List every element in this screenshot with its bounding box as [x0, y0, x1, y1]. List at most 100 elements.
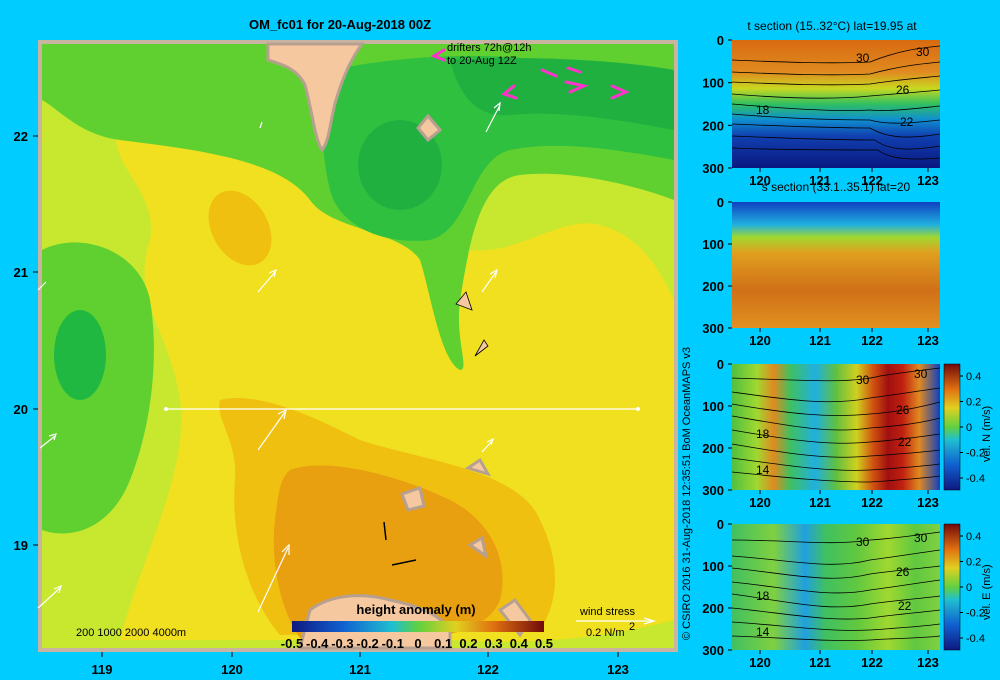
section-velocity-north: 30 30 26 22 18 14 120 121 122 123 0 100 200 300… [702, 357, 993, 510]
section-t-contours [731, 45, 941, 160]
colorbar-label: 0.1 [434, 636, 452, 651]
section-vn-contour-label: 22 [898, 435, 912, 449]
map-y-axis: 22 21 20 19 [14, 129, 38, 553]
colorbar-label: -0.5 [281, 636, 303, 651]
colorbar-tick-label: -0.2 [966, 608, 985, 620]
section-y-tick-label: 100 [702, 559, 724, 574]
wind-arrow-head [493, 101, 501, 112]
section-x-tick-label: 121 [809, 655, 831, 670]
section-x-tick-label: 123 [917, 495, 939, 510]
map-x-tick-label: 119 [92, 662, 113, 677]
section-ve-contour-label: 30 [856, 535, 870, 549]
drifter-track [610, 84, 630, 100]
wind-arrow [257, 271, 276, 293]
wind-stress-title: wind stress [579, 606, 636, 618]
section-x-tick-label: 121 [809, 333, 831, 348]
drifter-track [430, 48, 446, 62]
section-y-tick-label: 0 [717, 517, 724, 532]
drifters-label-line1: drifters 72h@12h [447, 42, 532, 54]
section-x-tick-label: 122 [861, 655, 883, 670]
section-vn-contour-label: 30 [914, 367, 928, 381]
contour-line [731, 103, 941, 111]
section-y-tick-label: 100 [702, 399, 724, 414]
land-taiwan-tip [266, 42, 365, 153]
section-t-contour-label: 30 [916, 45, 930, 59]
section-s-plot [732, 202, 940, 328]
section-x-tick-label: 120 [749, 333, 771, 348]
section-vn-contour-label: 30 [856, 373, 870, 387]
land-island-1 [416, 113, 443, 143]
contour-line [731, 45, 941, 64]
section-ve-colorbar-label: vel. E (m/s) [981, 564, 993, 620]
section-y-tick-label: 0 [717, 33, 724, 48]
figure-title: OM_fc01 for 20-Aug-2018 00Z [249, 17, 431, 32]
section-x-tick-label: 123 [917, 655, 939, 670]
section-t-axes: 120 121 122 123 0 100 200 300 [702, 33, 939, 188]
section-y-tick-label: 300 [702, 483, 724, 498]
contour-line [731, 61, 941, 76]
land-island-4 [464, 457, 492, 477]
section-vn-contour-label: 18 [756, 427, 770, 441]
contour-line [731, 579, 941, 594]
wind-arrow [37, 281, 47, 291]
section-t-contour-label: 18 [756, 103, 770, 117]
map-x-tick-label: 123 [607, 662, 629, 677]
map-x-tick-label: 121 [349, 662, 371, 677]
map-y-tick-label: 21 [14, 265, 28, 280]
colorbar-labels: -0.5 -0.4 -0.3 -0.2 -0.1 0 0.1 0.2 0.3 0.4 0.5 [281, 636, 553, 651]
section-x-tick-label: 122 [861, 333, 883, 348]
land-island-5 [400, 486, 426, 512]
section-y-tick-label: 0 [717, 357, 724, 372]
colorbar-label: -0.1 [382, 636, 404, 651]
drifter-track [564, 80, 589, 94]
wind-arrow [481, 440, 493, 453]
section-vn-contour-label: 26 [896, 403, 910, 417]
section-y-tick-label: 300 [702, 643, 724, 658]
height-anomaly-green-core [358, 120, 442, 210]
wind-arrow [257, 547, 289, 613]
section-vn-contour-label: 14 [756, 463, 770, 477]
wind-arrow-head [48, 433, 57, 441]
wind-arrow [259, 121, 263, 129]
map-x-axis: 119 120 121 122 123 [92, 652, 629, 677]
wind-arrow [37, 587, 61, 609]
section-t-title: t section (15..32°C) lat=19.95 at [747, 19, 917, 33]
section-x-tick-label: 122 [861, 173, 883, 188]
contour-line [731, 123, 941, 138]
land-island-8 [391, 559, 417, 566]
colorbar-label: 0.3 [485, 636, 503, 651]
section-x-tick-label: 122 [861, 495, 883, 510]
height-anomaly-green-west-core [54, 310, 106, 400]
height-anomaly-orange-core [273, 465, 503, 638]
wind-arrow-head [53, 584, 62, 594]
section-y-tick-label: 200 [702, 279, 724, 294]
contour-line [731, 635, 941, 641]
section-x-tick-label: 120 [749, 655, 771, 670]
wind-stress-value: 0.2 N/m [586, 627, 625, 639]
wind-arrow [481, 271, 497, 293]
section-line-end [636, 407, 640, 411]
drifter-track [500, 84, 518, 100]
colorbar-label: 0.5 [535, 636, 553, 651]
colorbar-tick-label: 0.2 [966, 557, 981, 569]
land-island-2 [455, 291, 473, 311]
contour-line [731, 565, 941, 579]
land-island-3 [474, 339, 489, 357]
section-salinity: s section (33.1..35.1) lat=20 120 121 122 1… [702, 180, 940, 348]
colorbar-label: -0.4 [306, 636, 329, 651]
map-x-tick-label: 120 [221, 662, 243, 677]
section-ve-axes: 120 121 122 123 0 100 200 300 [702, 517, 939, 670]
section-ve-contour-label: 30 [914, 531, 928, 545]
colorbar-label: -0.2 [356, 636, 378, 651]
section-t-contour-label: 22 [900, 115, 914, 129]
section-ve-colorbar-ticks: 0.4 0.2 0 -0.2 -0.4 [960, 531, 985, 645]
section-s-title: s section (33.1..35.1) lat=20 [762, 180, 911, 194]
section-x-tick-label: 121 [809, 173, 831, 188]
contour-line [731, 607, 941, 620]
colorbar-tick-label: 0 [966, 422, 972, 434]
map-y-tick-label: 19 [14, 538, 28, 553]
wind-arrow-head [268, 268, 277, 278]
wind-arrows [37, 101, 501, 613]
drifter-tracks [430, 48, 630, 100]
